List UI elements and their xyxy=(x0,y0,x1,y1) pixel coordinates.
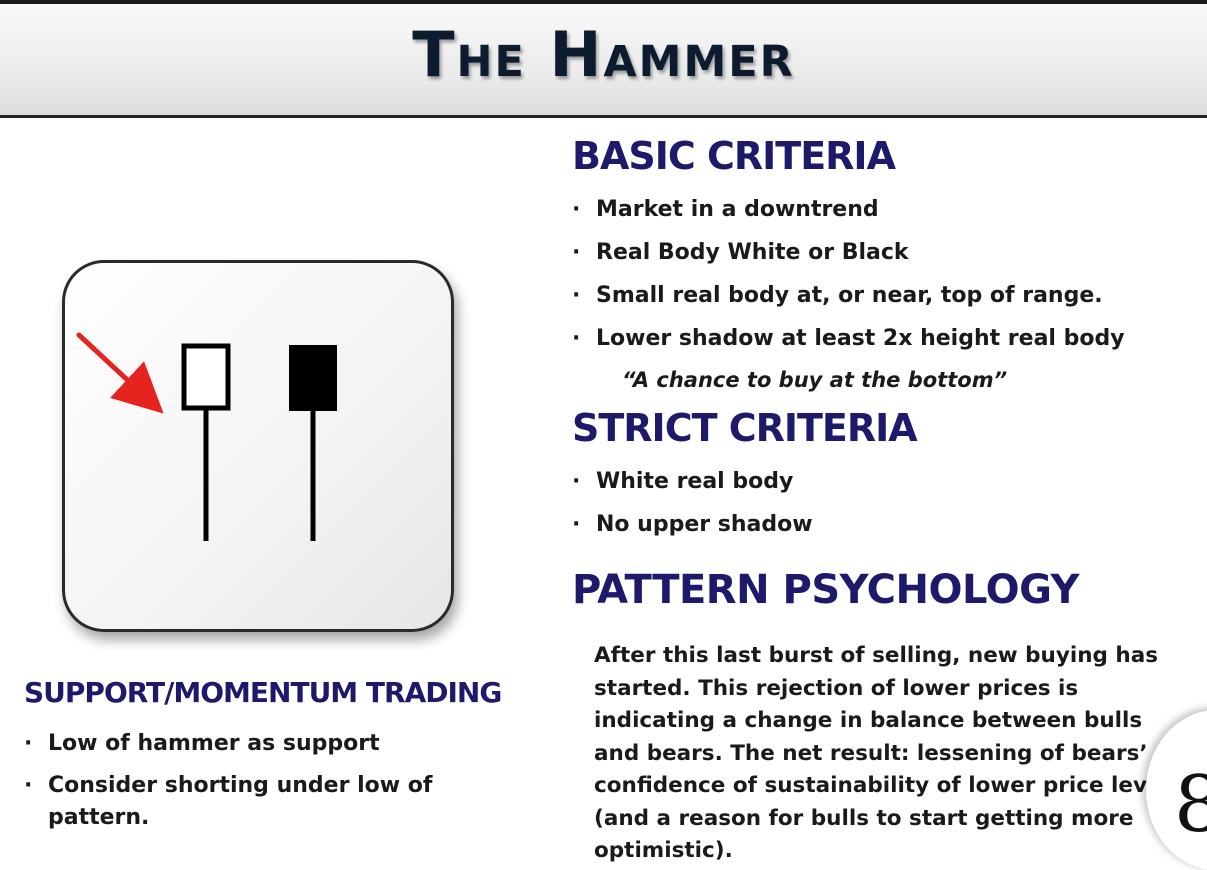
hammer-illustration xyxy=(62,260,454,632)
slide-title: The Hammer xyxy=(412,18,795,91)
basic-criteria-quote: “A chance to buy at the bottom” xyxy=(622,368,1008,392)
list-item: · Real Body White or Black xyxy=(572,240,909,265)
list-item: · White real body xyxy=(572,469,794,494)
list-item: · No upper shadow xyxy=(572,512,813,537)
bullet-icon: · xyxy=(572,197,581,222)
list-item: · Consider shorting under low of pattern. xyxy=(24,770,504,834)
bullet-icon: · xyxy=(572,469,581,494)
list-item: · Market in a downtrend xyxy=(572,197,879,222)
list-item: · Small real body at, or near, top of ran… xyxy=(572,283,1103,308)
title-bar: The Hammer xyxy=(0,0,1207,118)
basic-criteria-heading: BASIC CRITERIA xyxy=(572,134,896,178)
black-hammer-body xyxy=(289,345,337,411)
pattern-psychology-text: After this last burst of selling, new bu… xyxy=(594,643,1182,863)
strict-criteria-list: · White real body · No upper shadow xyxy=(572,468,1172,554)
bullet-icon: · xyxy=(572,283,581,308)
strict-criteria-heading: STRICT CRITERIA xyxy=(572,406,918,450)
bullet-icon: · xyxy=(572,512,581,537)
white-hammer-body xyxy=(181,343,231,411)
support-momentum-heading: SUPPORT/MOMENTUM TRADING xyxy=(24,676,502,709)
pattern-psychology-heading: PATTERN PSYCHOLOGY xyxy=(572,567,1080,613)
bullet-icon: · xyxy=(24,731,33,756)
bullet-icon: · xyxy=(572,326,581,351)
basic-criteria-list: · Market in a downtrend · Real Body White … xyxy=(572,196,1172,368)
list-item: · Low of hammer as support xyxy=(24,728,504,760)
bullet-icon: · xyxy=(572,240,581,265)
support-momentum-list: · Low of hammer as support · Consider shor… xyxy=(24,728,504,844)
list-item: · Lower shadow at least 2x height real bo… xyxy=(572,326,1125,351)
candlestick-diagram xyxy=(76,332,337,541)
page-number: 8 xyxy=(1174,760,1207,850)
red-arrow-icon xyxy=(76,332,164,414)
bullet-icon: · xyxy=(24,773,33,798)
